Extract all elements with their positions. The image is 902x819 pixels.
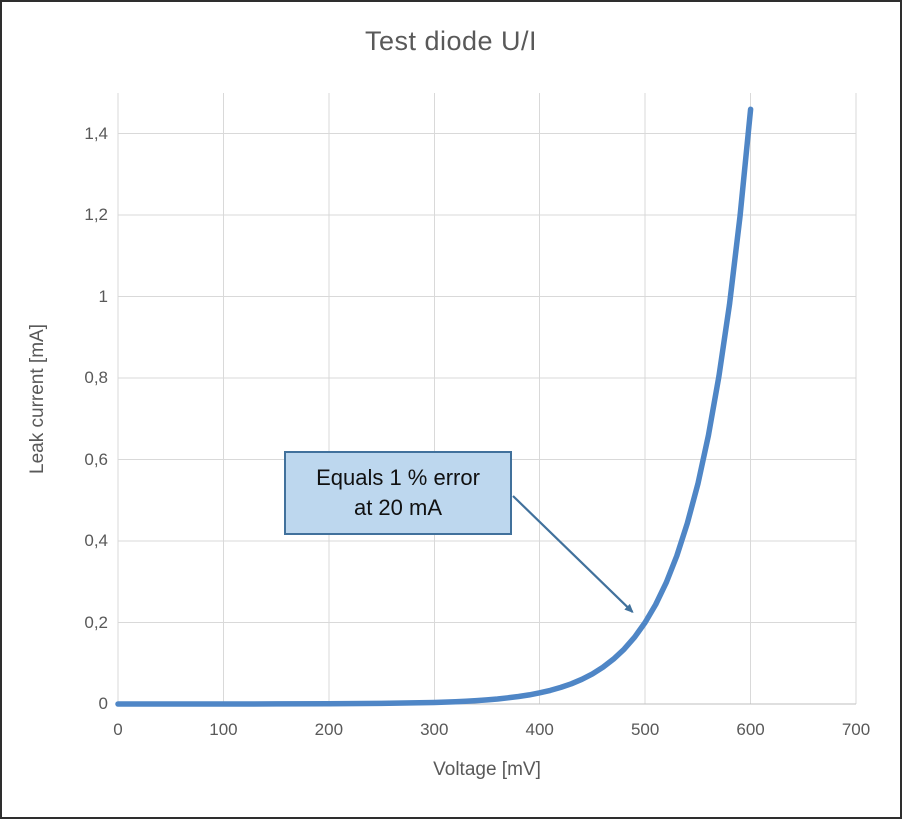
y-tick-label: 1,4	[84, 123, 108, 143]
annotation-arrow	[512, 495, 634, 613]
x-axis-title: Voltage [mV]	[433, 759, 541, 780]
x-tick-label: 500	[630, 720, 660, 739]
y-axis-title: Leak current [mA]	[27, 324, 48, 474]
x-tick-label: 600	[736, 720, 765, 739]
annotation-line1: Equals 1 % error	[316, 465, 480, 491]
y-tick-label: 0	[98, 694, 108, 713]
y-tick-label: 0,2	[84, 612, 108, 632]
x-tick-label: 200	[314, 720, 344, 739]
x-tick-label: 100	[209, 720, 238, 739]
y-tick-label: 0,6	[84, 449, 108, 469]
diode-curve	[115, 106, 754, 707]
x-tick-label: 300	[420, 720, 449, 739]
x-tick-label: 700	[841, 720, 871, 739]
x-tick-label: 400	[525, 720, 554, 739]
x-tick-label: 0	[113, 720, 123, 739]
y-tick-label: 0,8	[84, 368, 108, 388]
annotation-line2: at 20 mA	[353, 495, 443, 520]
y-tick-label: 1,2	[84, 205, 108, 225]
y-tick-label: 1	[98, 286, 108, 306]
y-tick-label: 0,4	[84, 531, 108, 551]
chart-title: Test diode U/I	[364, 26, 538, 56]
annotation-callout: Equals 1 % error at 20 mA	[284, 451, 512, 535]
